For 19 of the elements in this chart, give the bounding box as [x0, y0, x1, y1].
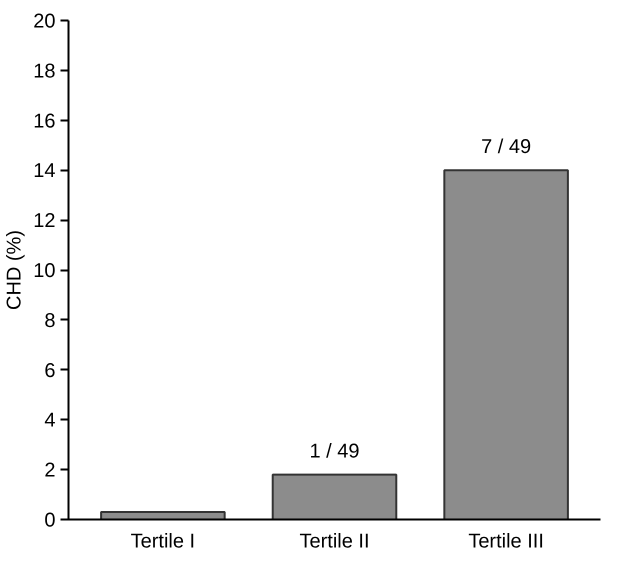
y-tick-label: 8	[44, 310, 56, 332]
x-tick-label: Tertile III	[468, 530, 544, 552]
y-tick-label: 2	[44, 460, 56, 482]
y-tick-label: 20	[33, 10, 56, 32]
annotation: 7 / 49	[481, 136, 532, 158]
y-tick-label: 10	[33, 260, 56, 282]
y-tick-label: 0	[44, 510, 56, 532]
y-axis-title: CHD (%)	[3, 230, 26, 310]
x-tick-label: Tertile II	[299, 530, 370, 552]
bar	[272, 474, 398, 520]
bar	[443, 169, 569, 520]
x-tick-label: Tertile I	[130, 530, 196, 552]
annotation: 1 / 49	[309, 440, 360, 463]
y-tick-label: 14	[33, 160, 56, 182]
y-tick-label: 18	[33, 60, 56, 82]
y-tick-label: 12	[33, 210, 56, 232]
y-tick-label: 4	[44, 410, 56, 432]
y-tick-label: 16	[33, 110, 56, 132]
y-tick-label: 6	[44, 360, 56, 382]
